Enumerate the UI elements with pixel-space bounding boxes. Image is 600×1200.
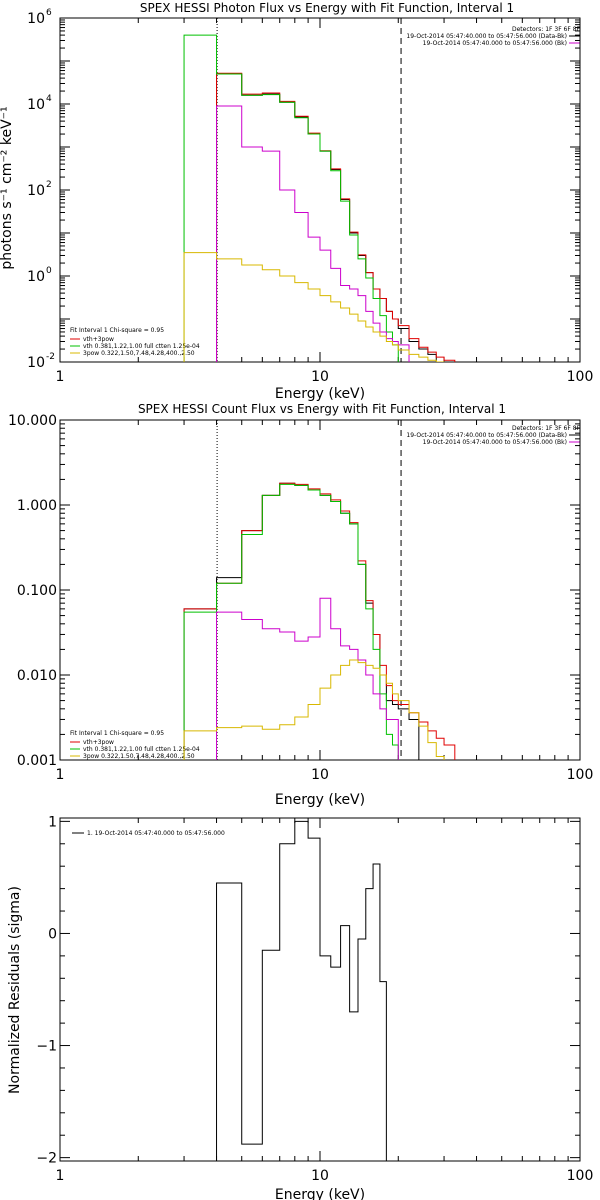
x-tick-label: 10 bbox=[311, 1168, 329, 1184]
legend-entry-data-bk: 19-Oct-2014 05:47:40.000 to 05:47:56.000… bbox=[406, 33, 567, 40]
plot-frame bbox=[59, 17, 581, 363]
y-tick-exponent: 2 bbox=[46, 180, 52, 190]
chart-title: SPEX HESSI Count Flux vs Energy with Fit… bbox=[138, 402, 506, 416]
legend-detectors-title: Detectors: 1F 3F 6F 8F bbox=[512, 26, 581, 33]
series-data-bk bbox=[183, 482, 420, 760]
series-residuals bbox=[216, 820, 387, 1161]
series-vth-3pow bbox=[216, 72, 456, 362]
residuals-panel: Energy (keV) Normalized Residuals (sigma… bbox=[7, 814, 593, 1200]
legend-fit: Fit Interval 1 Chi-square = 0.95 vth+3po… bbox=[70, 327, 200, 357]
chart-title: SPEX HESSI Photon Flux vs Energy with Fi… bbox=[140, 1, 514, 15]
series-bk bbox=[216, 105, 410, 362]
series-vth-3pow bbox=[183, 482, 456, 760]
legend-fit-title: Fit Interval 1 Chi-square = 0.95 bbox=[70, 730, 164, 737]
plot-frame bbox=[59, 419, 581, 761]
legend-detectors-title: Detectors: 1F 3F 6F 8F bbox=[512, 425, 581, 432]
legend-detectors: Detectors: 1F 3F 6F 8F 19-Oct-2014 05:47… bbox=[406, 26, 580, 47]
legend-entry-3pow: 3pow 0.322,1.50,7.48,4.28,400.,2.50 bbox=[83, 350, 195, 357]
legend-entry-vth-3pow: vth+3pow bbox=[83, 739, 114, 746]
y-tick-label: 10 bbox=[27, 11, 45, 27]
y-tick-label: 10 bbox=[27, 269, 45, 285]
y-tick-label: 0.001 bbox=[17, 753, 57, 769]
y-tick-label: 10 bbox=[27, 355, 45, 371]
y-tick-label: 10 bbox=[27, 97, 45, 113]
x-tick-label: 100 bbox=[567, 1168, 594, 1184]
legend-residuals: 1. 19-Oct-2014 05:47:40.000 to 05:47:56.… bbox=[72, 830, 225, 837]
x-axis-label: Energy (keV) bbox=[275, 792, 365, 808]
series-bk bbox=[216, 597, 399, 760]
y-axis-label: photons s⁻¹ cm⁻² keV⁻¹ bbox=[0, 106, 15, 269]
legend-fit-title: Fit Interval 1 Chi-square = 0.95 bbox=[70, 327, 164, 334]
y-tick-label: 10.000 bbox=[8, 413, 57, 429]
legend-entry-vth: vth 0.381,1.22,1.00 full ctten 1.25e-04 bbox=[83, 343, 200, 350]
x-tick-label: 100 bbox=[567, 369, 594, 385]
legend-entry-vth-3pow: vth+3pow bbox=[83, 336, 114, 343]
x-tick-label: 1 bbox=[56, 369, 65, 385]
series-vth bbox=[183, 483, 399, 760]
x-tick-label: 10 bbox=[311, 767, 329, 783]
legend-entry-bk: 19-Oct-2014 05:47:40.000 to 05:47:56.000… bbox=[423, 439, 567, 446]
photon-flux-panel: SPEX HESSI Photon Flux vs Energy with Fi… bbox=[0, 1, 593, 402]
x-tick-label: 1 bbox=[56, 1168, 65, 1184]
y-tick-label: 0 bbox=[48, 926, 57, 942]
series-vth bbox=[183, 34, 399, 362]
legend-detectors: Detectors: 1F 3F 6F 8F 19-Oct-2014 05:47… bbox=[406, 425, 580, 446]
x-tick-label: 10 bbox=[311, 369, 329, 385]
x-tick-label: 1 bbox=[56, 767, 65, 783]
series-3pow bbox=[183, 252, 445, 362]
y-tick-label: 1.000 bbox=[17, 498, 57, 514]
legend-entry-bk: 19-Oct-2014 05:47:40.000 to 05:47:56.000… bbox=[423, 40, 567, 47]
y-tick-exponent: -2 bbox=[46, 352, 55, 362]
y-tick-label: 0.100 bbox=[17, 583, 57, 599]
series-data-bk bbox=[216, 73, 437, 362]
y-axis-label: Normalized Residuals (sigma) bbox=[7, 886, 23, 1094]
legend-fit: Fit Interval 1 Chi-square = 0.95 vth+3po… bbox=[70, 730, 200, 760]
x-axis-label: Energy (keV) bbox=[275, 386, 365, 402]
y-tick-exponent: 4 bbox=[46, 94, 52, 104]
y-tick-label: 10 bbox=[27, 183, 45, 199]
y-tick-label: 1 bbox=[48, 814, 57, 830]
y-tick-label: 0.010 bbox=[17, 668, 57, 684]
x-axis-label: Energy (keV) bbox=[275, 1187, 365, 1200]
series-3pow bbox=[183, 659, 445, 760]
y-tick-label: −2 bbox=[36, 1151, 57, 1167]
legend-entry-3pow: 3pow 0.322,1.50,7.48,4.28,400.,2.50 bbox=[83, 753, 195, 760]
y-tick-exponent: 6 bbox=[46, 8, 52, 18]
count-flux-panel: SPEX HESSI Count Flux vs Energy with Fit… bbox=[8, 402, 593, 808]
x-tick-label: 100 bbox=[567, 767, 594, 783]
legend-entry-interval: 1. 19-Oct-2014 05:47:40.000 to 05:47:56.… bbox=[87, 830, 225, 837]
legend-entry-vth: vth 0.381,1.22,1.00 full ctten 1.25e-04 bbox=[83, 746, 200, 753]
y-tick-label: −1 bbox=[36, 1039, 57, 1055]
legend-entry-data-bk: 19-Oct-2014 05:47:40.000 to 05:47:56.000… bbox=[406, 432, 567, 439]
y-tick-exponent: 0 bbox=[46, 266, 52, 276]
